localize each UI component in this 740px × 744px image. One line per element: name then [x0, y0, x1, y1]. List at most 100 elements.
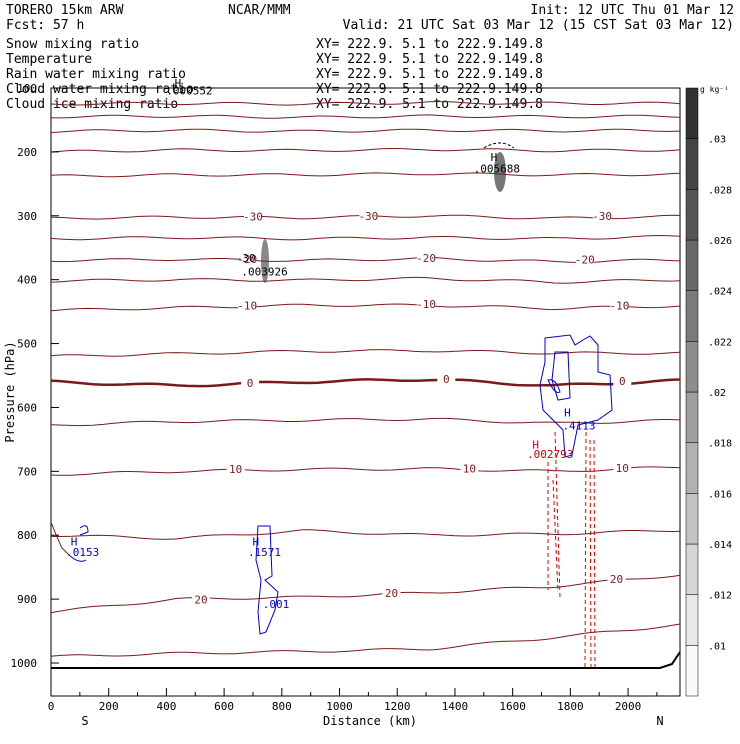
colorbar-level-label: .01: [708, 641, 726, 652]
x-tick-label: 1400: [442, 700, 469, 713]
forecast-hour: Fcst: 57 h: [6, 18, 84, 33]
isotherm-label: 0: [619, 375, 626, 388]
colorbar-box: [685, 138, 699, 190]
isotherm-line: [50, 303, 681, 312]
extremum-label: .000552: [166, 85, 212, 98]
extremum-label: .1571: [248, 546, 281, 559]
y-tick-label: 100: [17, 82, 37, 95]
isotherm-label-bg: [243, 210, 262, 223]
isotherm-line: [50, 466, 681, 476]
isotherm-label: 20: [194, 593, 207, 606]
field-xy-cloud-ice: XY= 222.9. 5.1 to 222.9.149.8: [316, 97, 543, 112]
isotherm-label-bg: [437, 372, 456, 385]
valid-time: Valid: 21 UTC Sat 03 Mar 12 (15 CST Sat …: [343, 18, 734, 33]
isotherm-line: [50, 256, 681, 263]
isotherm-label: -10: [237, 300, 257, 313]
isotherm-label-bg: [575, 253, 594, 266]
y-tick-label: 900: [17, 593, 37, 606]
colorbar-level-label: .028: [708, 185, 732, 196]
extremum-label: .001: [263, 598, 290, 611]
isotherm-label-bg: [192, 593, 211, 606]
isotherm-label: -10: [609, 300, 629, 313]
field-xy-temperature: XY= 222.9. 5.1 to 222.9.149.8: [316, 52, 543, 67]
cloud-water-contour-inner: [551, 351, 571, 401]
isotherm-label-bg: [460, 462, 479, 475]
extrema-label-layer: H.000552H.005688-30.003926H.4113H.002793…: [66, 77, 595, 611]
colorbar-level-label: .016: [708, 489, 732, 500]
isotherm-line: [50, 276, 681, 284]
colorbar-level-label: .018: [708, 439, 732, 450]
extremum-label: .005688: [474, 163, 520, 176]
isotherm-label: -20: [416, 252, 436, 265]
isotherm-label-bg: [607, 572, 626, 585]
extremum-label: -30: [236, 252, 256, 265]
field-xy-cloud-water: XY= 222.9. 5.1 to 222.9.149.8: [316, 82, 543, 97]
isotherm-line: [50, 128, 681, 133]
y-tick-label: 500: [17, 338, 37, 351]
plot-frame: [50, 87, 681, 697]
extremum-label: .0153: [66, 546, 99, 559]
isotherm-label: -30: [358, 210, 378, 223]
ground-surface-line: [51, 651, 681, 669]
north-end-label: N: [656, 714, 663, 728]
isotherm-label: 10: [616, 462, 629, 475]
colorbar-level-label: .014: [708, 540, 732, 551]
x-tick-label: 1600: [499, 700, 526, 713]
extremum-label: .4113: [562, 419, 595, 432]
colorbar-unit: g kg⁻¹: [700, 85, 729, 94]
isotherm-label-bg: [613, 374, 632, 387]
isotherm-label-bg: [226, 463, 245, 476]
init-time: Init: 12 UTC Thu 01 Mar 12: [531, 3, 735, 18]
x-tick-label: 600: [214, 700, 234, 713]
colorbar-level-label: .02: [708, 388, 726, 399]
edge-isotherm-fragment: [50, 521, 71, 557]
y-axis: 100 200 300 400 500 600 700 800 900 1000: [11, 82, 59, 670]
extremum-label: H: [532, 439, 539, 452]
model-label: TORERO 15km ARW: [6, 3, 124, 18]
extremum-label: H: [71, 536, 78, 549]
isotherm-label: 0: [443, 373, 450, 386]
x-axis-title: Distance (km): [323, 714, 417, 728]
isotherm-label-bg: [238, 299, 257, 312]
y-tick-label: 1000: [11, 657, 38, 670]
isotherm-line: [50, 148, 681, 153]
cloud-water-contour-edge: [69, 525, 89, 562]
isotherm-label-bg: [359, 210, 378, 223]
colorbar-level-label: .024: [708, 287, 732, 298]
field-xy-snow: XY= 222.9. 5.1 to 222.9.149.8: [316, 37, 543, 52]
isotherm-line: [50, 234, 681, 241]
rain-contour-left: [547, 431, 561, 599]
field-name-temperature: Temperature: [6, 52, 92, 67]
x-tick-label: 1000: [326, 700, 353, 713]
x-tick-label: 1800: [557, 700, 584, 713]
extremum-label: H: [253, 536, 260, 549]
snow-contour: [483, 142, 515, 149]
extremum-label: .002793: [527, 448, 573, 461]
isotherm-line: [50, 172, 681, 178]
colorbar-box: [685, 290, 699, 342]
field-name-rain: Rain water mixing ratio: [6, 67, 186, 82]
isotherm-label-bg: [417, 252, 436, 265]
y-tick-label: 700: [17, 465, 37, 478]
isotherm-line: [50, 378, 681, 388]
isotherm-label: 20: [385, 587, 398, 600]
colorbar-box: [685, 493, 699, 545]
y-axis-title: Pressure (hPa): [3, 341, 17, 442]
colorbar-box: [685, 391, 699, 443]
colorbar-box: [685, 87, 699, 139]
x-tick-label: 800: [272, 700, 292, 713]
isotherm-line: [50, 114, 681, 119]
isotherm-label: -10: [416, 298, 436, 311]
center-label: NCAR/MMM: [228, 3, 291, 18]
isotherm-label-bg: [593, 210, 612, 223]
isotherm-label-bg: [417, 298, 436, 311]
field-xy-rain: XY= 222.9. 5.1 to 222.9.149.8: [316, 67, 543, 82]
colorbar-level-label: .022: [708, 337, 732, 348]
south-end-label: S: [81, 714, 88, 728]
isotherm-label: 0: [247, 377, 254, 390]
rain-contour-right: [584, 431, 596, 669]
y-tick-label: 300: [17, 210, 37, 223]
x-tick-label: 1200: [384, 700, 411, 713]
